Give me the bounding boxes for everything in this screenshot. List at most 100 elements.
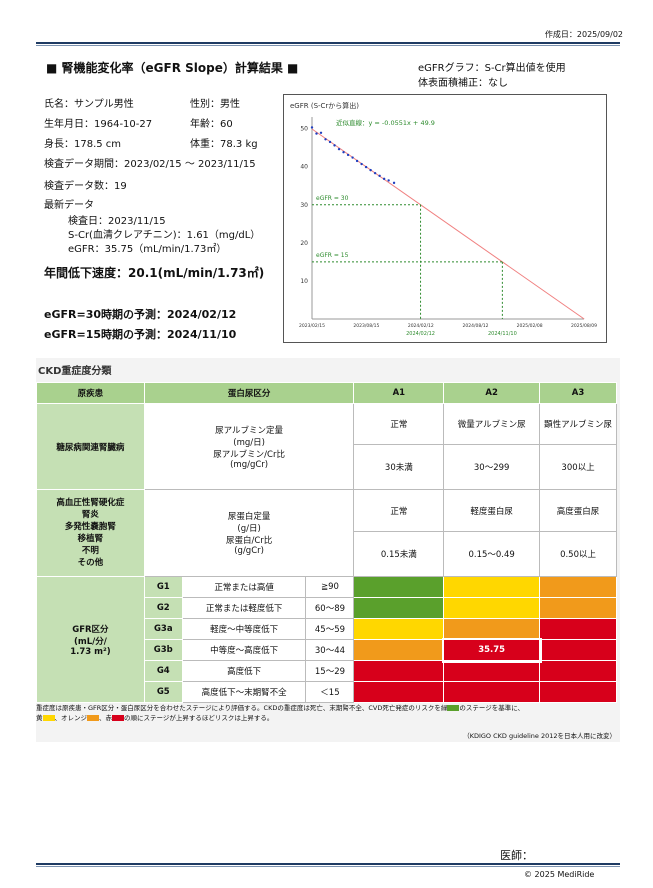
ot-a1-label: 正常 bbox=[353, 489, 445, 532]
x-tick-label: 2025/02/08 bbox=[517, 323, 543, 329]
grade-g3b-desc: 中等度～高度低下 bbox=[181, 639, 307, 661]
latest-scr: S-Cr(血清クレアチニン)：1.61（mg/dL） bbox=[68, 230, 261, 241]
grade-g4-range: 15～29 bbox=[305, 660, 355, 682]
risk-g5-a3 bbox=[539, 681, 617, 703]
patient-weight: 体重：78.3 kg bbox=[190, 139, 258, 150]
header-disease: 原疾患 bbox=[36, 382, 145, 404]
dm-a3-label: 顕性アルブミン尿 bbox=[539, 403, 617, 445]
grade-g5: G5 bbox=[143, 681, 183, 703]
y-tick-label: 20 bbox=[300, 240, 308, 247]
ot-a3-value: 0.50以上 bbox=[539, 531, 617, 577]
risk-g1-a2 bbox=[443, 576, 541, 598]
data-point bbox=[319, 131, 323, 135]
latest-egfr: eGFR：35.75（mL/min/1.73㎡） bbox=[68, 244, 227, 255]
data-point bbox=[387, 179, 390, 182]
legend-yellow-swatch bbox=[42, 715, 55, 721]
bottom-rule-thin bbox=[36, 866, 620, 867]
grade-g1-range: ≧90 bbox=[305, 576, 355, 598]
risk-g2-a3 bbox=[539, 597, 617, 619]
prediction-30: eGFR=30時期の予測：2024/02/12 bbox=[44, 308, 237, 321]
patient-name: 氏名：サンプル男性 bbox=[44, 99, 134, 110]
legend-orange-swatch bbox=[87, 715, 99, 721]
note-orange: 、オレンジ bbox=[54, 714, 88, 722]
measure-albumin: 尿アルブミン定量 (mg/日) 尿アルブミン/Cr比 (mg/gCr) bbox=[143, 403, 355, 490]
ot-a2-label: 軽度蛋白尿 bbox=[443, 489, 541, 532]
top-rule bbox=[36, 42, 620, 44]
data-point bbox=[310, 126, 314, 129]
grade-g3a: G3a bbox=[143, 618, 183, 640]
data-count: 検査データ数：19 bbox=[44, 181, 127, 192]
data-point bbox=[355, 159, 359, 163]
graph-note-1: eGFRグラフ：S-Cr算出値を使用 bbox=[418, 63, 566, 74]
pred-label-30: 2024/02/12 bbox=[406, 331, 435, 337]
x-tick-label: 2023/02/15 bbox=[299, 323, 325, 329]
ckd-note: 重症度は原疾患・GFR区分・蛋白尿区分を合わせたステージにより評価する。CKDの… bbox=[36, 703, 618, 723]
dm-a2-value: 30～299 bbox=[443, 444, 541, 490]
patient-sex: 性別：男性 bbox=[190, 99, 240, 110]
data-point bbox=[382, 177, 386, 181]
x-tick-label: 2023/08/15 bbox=[353, 323, 379, 329]
latest-date: 検査日：2023/11/15 bbox=[68, 216, 166, 227]
header-a1: A1 bbox=[353, 382, 445, 404]
data-point bbox=[378, 174, 381, 178]
risk-g3a-a3 bbox=[539, 618, 617, 640]
dm-a3-value: 300以上 bbox=[539, 444, 617, 490]
grade-g4-desc: 高度低下 bbox=[181, 660, 307, 682]
created-date: 作成日：2025/09/02 bbox=[544, 30, 623, 39]
data-point bbox=[337, 147, 341, 151]
data-point bbox=[346, 153, 350, 157]
fit-equation: 近似直線：y = -0.0551x + 49.9 bbox=[336, 118, 435, 127]
ckd-table: 原疾患 蛋白尿区分 A1 A2 A3 糖尿病関連腎臓病 尿アルブミン定量 (mg… bbox=[36, 382, 617, 703]
latest-label: 最新データ bbox=[44, 200, 94, 211]
ot-a3-label: 高度蛋白尿 bbox=[539, 489, 617, 532]
dm-a1-label: 正常 bbox=[353, 403, 445, 445]
ref-label-30: eGFR = 30 bbox=[316, 195, 349, 202]
x-tick-label: 2024/02/12 bbox=[408, 323, 434, 329]
data-point bbox=[364, 165, 368, 169]
y-tick-label: 50 bbox=[300, 126, 308, 133]
grade-g3a-desc: 軽度～中等度低下 bbox=[181, 618, 307, 640]
note-red: 、赤 bbox=[99, 714, 112, 722]
legend-green-swatch bbox=[447, 705, 460, 711]
copyright: © 2025 MediRide bbox=[524, 870, 595, 879]
data-point bbox=[328, 140, 332, 144]
y-tick-label: 40 bbox=[300, 164, 308, 171]
prediction-15: eGFR=15時期の予測：2024/11/10 bbox=[44, 328, 237, 341]
chart-title: eGFR (S-Crから算出) bbox=[290, 101, 359, 110]
dm-a2-label: 微量アルブミン尿 bbox=[443, 403, 541, 445]
risk-g1-a3 bbox=[539, 576, 617, 598]
note-yellow: 黄 bbox=[36, 714, 43, 722]
data-point bbox=[315, 132, 318, 135]
legend-red-swatch bbox=[112, 715, 124, 721]
data-point bbox=[392, 181, 396, 185]
grade-g1: G1 bbox=[143, 576, 183, 598]
y-tick-label: 10 bbox=[300, 278, 308, 285]
grade-g4: G4 bbox=[143, 660, 183, 682]
dm-a1-value: 30未満 bbox=[353, 444, 445, 490]
risk-g3b-a3 bbox=[539, 639, 617, 661]
risk-g3b-a1 bbox=[353, 639, 445, 661]
data-point bbox=[351, 156, 354, 159]
bottom-rule bbox=[36, 863, 620, 865]
measure-protein: 尿蛋白定量 (g/日) 尿蛋白/Cr比 (g/gCr) bbox=[143, 489, 355, 577]
header-a3: A3 bbox=[539, 382, 617, 404]
annual-decline: 年間低下速度：20.1(mL/min/1.73㎡) bbox=[44, 266, 265, 280]
grade-g5-range: ＜15 bbox=[305, 681, 355, 703]
note-line2: の順にステージが上昇するほどリスクは上昇する。 bbox=[124, 714, 274, 722]
page-title: ■ 腎機能変化率（eGFR Slope）計算結果 ■ bbox=[46, 61, 299, 75]
ot-a1-value: 0.15未満 bbox=[353, 531, 445, 577]
risk-g4-a1 bbox=[353, 660, 445, 682]
risk-g5-a2 bbox=[443, 681, 541, 703]
data-point bbox=[333, 144, 336, 147]
risk-g1-a1 bbox=[353, 576, 445, 598]
disease-diabetes: 糖尿病関連腎臓病 bbox=[36, 403, 145, 490]
pred-label-15: 2024/11/10 bbox=[488, 331, 517, 337]
x-tick-label: 2024/08/12 bbox=[463, 323, 489, 329]
data-point bbox=[373, 171, 377, 175]
grade-g5-desc: 高度低下～末期腎不全 bbox=[181, 681, 307, 703]
risk-g3a-a1 bbox=[353, 618, 445, 640]
header-protein: 蛋白尿区分 bbox=[143, 382, 355, 404]
grade-g2-desc: 正常または軽度低下 bbox=[181, 597, 307, 619]
risk-g4-a3 bbox=[539, 660, 617, 682]
disease-other: 高血圧性腎硬化症 腎炎 多発性嚢胞腎 移植腎 不明 その他 bbox=[36, 489, 145, 577]
